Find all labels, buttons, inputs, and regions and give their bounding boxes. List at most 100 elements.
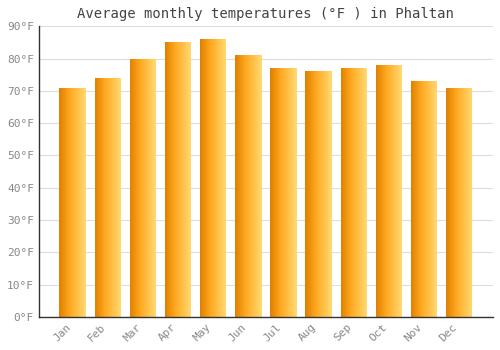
Bar xyxy=(256,55,257,317)
Bar xyxy=(132,58,133,317)
Bar xyxy=(288,68,290,317)
Bar xyxy=(249,55,250,317)
Bar xyxy=(364,68,365,317)
Bar xyxy=(150,58,151,317)
Bar xyxy=(172,42,173,317)
Bar xyxy=(190,42,192,317)
Bar xyxy=(356,68,357,317)
Bar xyxy=(250,55,251,317)
Bar xyxy=(144,58,145,317)
Bar xyxy=(85,88,86,317)
Bar xyxy=(72,88,74,317)
Bar xyxy=(420,81,422,317)
Bar xyxy=(213,39,214,317)
Bar xyxy=(344,68,345,317)
Bar xyxy=(400,65,401,317)
Bar xyxy=(343,68,344,317)
Bar xyxy=(62,88,63,317)
Bar xyxy=(244,55,245,317)
Bar xyxy=(411,81,437,317)
Bar xyxy=(457,88,458,317)
Bar xyxy=(70,88,72,317)
Bar xyxy=(424,81,426,317)
Bar xyxy=(292,68,293,317)
Bar xyxy=(383,65,384,317)
Bar xyxy=(135,58,136,317)
Bar xyxy=(454,88,456,317)
Bar xyxy=(141,58,142,317)
Bar xyxy=(433,81,434,317)
Bar xyxy=(175,42,176,317)
Bar xyxy=(258,55,259,317)
Bar xyxy=(98,78,100,317)
Bar xyxy=(422,81,424,317)
Bar xyxy=(83,88,84,317)
Bar xyxy=(395,65,396,317)
Bar xyxy=(456,88,458,317)
Bar xyxy=(103,78,104,317)
Bar xyxy=(428,81,430,317)
Bar xyxy=(184,42,186,317)
Bar xyxy=(120,78,121,317)
Bar xyxy=(242,55,243,317)
Bar xyxy=(388,65,389,317)
Bar xyxy=(386,65,387,317)
Bar xyxy=(387,65,388,317)
Bar xyxy=(412,81,413,317)
Bar xyxy=(434,81,436,317)
Bar xyxy=(422,81,423,317)
Bar xyxy=(238,55,239,317)
Bar xyxy=(110,78,111,317)
Bar xyxy=(413,81,414,317)
Bar xyxy=(376,65,377,317)
Bar xyxy=(350,68,351,317)
Bar xyxy=(340,68,367,317)
Bar xyxy=(360,68,361,317)
Bar xyxy=(280,68,281,317)
Bar xyxy=(396,65,397,317)
Bar xyxy=(252,55,253,317)
Bar xyxy=(282,68,283,317)
Bar xyxy=(208,39,210,317)
Bar xyxy=(378,65,379,317)
Bar xyxy=(68,88,70,317)
Bar xyxy=(382,65,383,317)
Bar xyxy=(466,88,467,317)
Bar xyxy=(274,68,275,317)
Bar xyxy=(381,65,382,317)
Bar xyxy=(397,65,398,317)
Bar xyxy=(246,55,247,317)
Bar xyxy=(139,58,140,317)
Bar xyxy=(114,78,115,317)
Bar xyxy=(113,78,114,317)
Bar xyxy=(152,58,153,317)
Bar xyxy=(330,71,331,317)
Bar xyxy=(176,42,177,317)
Bar xyxy=(99,78,100,317)
Bar xyxy=(80,88,82,317)
Bar xyxy=(202,39,203,317)
Bar xyxy=(81,88,82,317)
Bar xyxy=(308,71,309,317)
Bar xyxy=(169,42,170,317)
Bar xyxy=(470,88,471,317)
Bar xyxy=(363,68,364,317)
Bar xyxy=(329,71,330,317)
Bar xyxy=(365,68,366,317)
Bar xyxy=(310,71,312,317)
Bar xyxy=(345,68,346,317)
Bar xyxy=(416,81,417,317)
Bar xyxy=(165,42,166,317)
Bar xyxy=(131,58,132,317)
Bar xyxy=(155,58,156,317)
Bar xyxy=(394,65,395,317)
Bar xyxy=(290,68,291,317)
Bar xyxy=(321,71,322,317)
Bar xyxy=(393,65,394,317)
Bar xyxy=(359,68,360,317)
Bar xyxy=(212,39,214,317)
Bar xyxy=(306,71,307,317)
Bar xyxy=(325,71,326,317)
Bar xyxy=(348,68,349,317)
Bar xyxy=(225,39,226,317)
